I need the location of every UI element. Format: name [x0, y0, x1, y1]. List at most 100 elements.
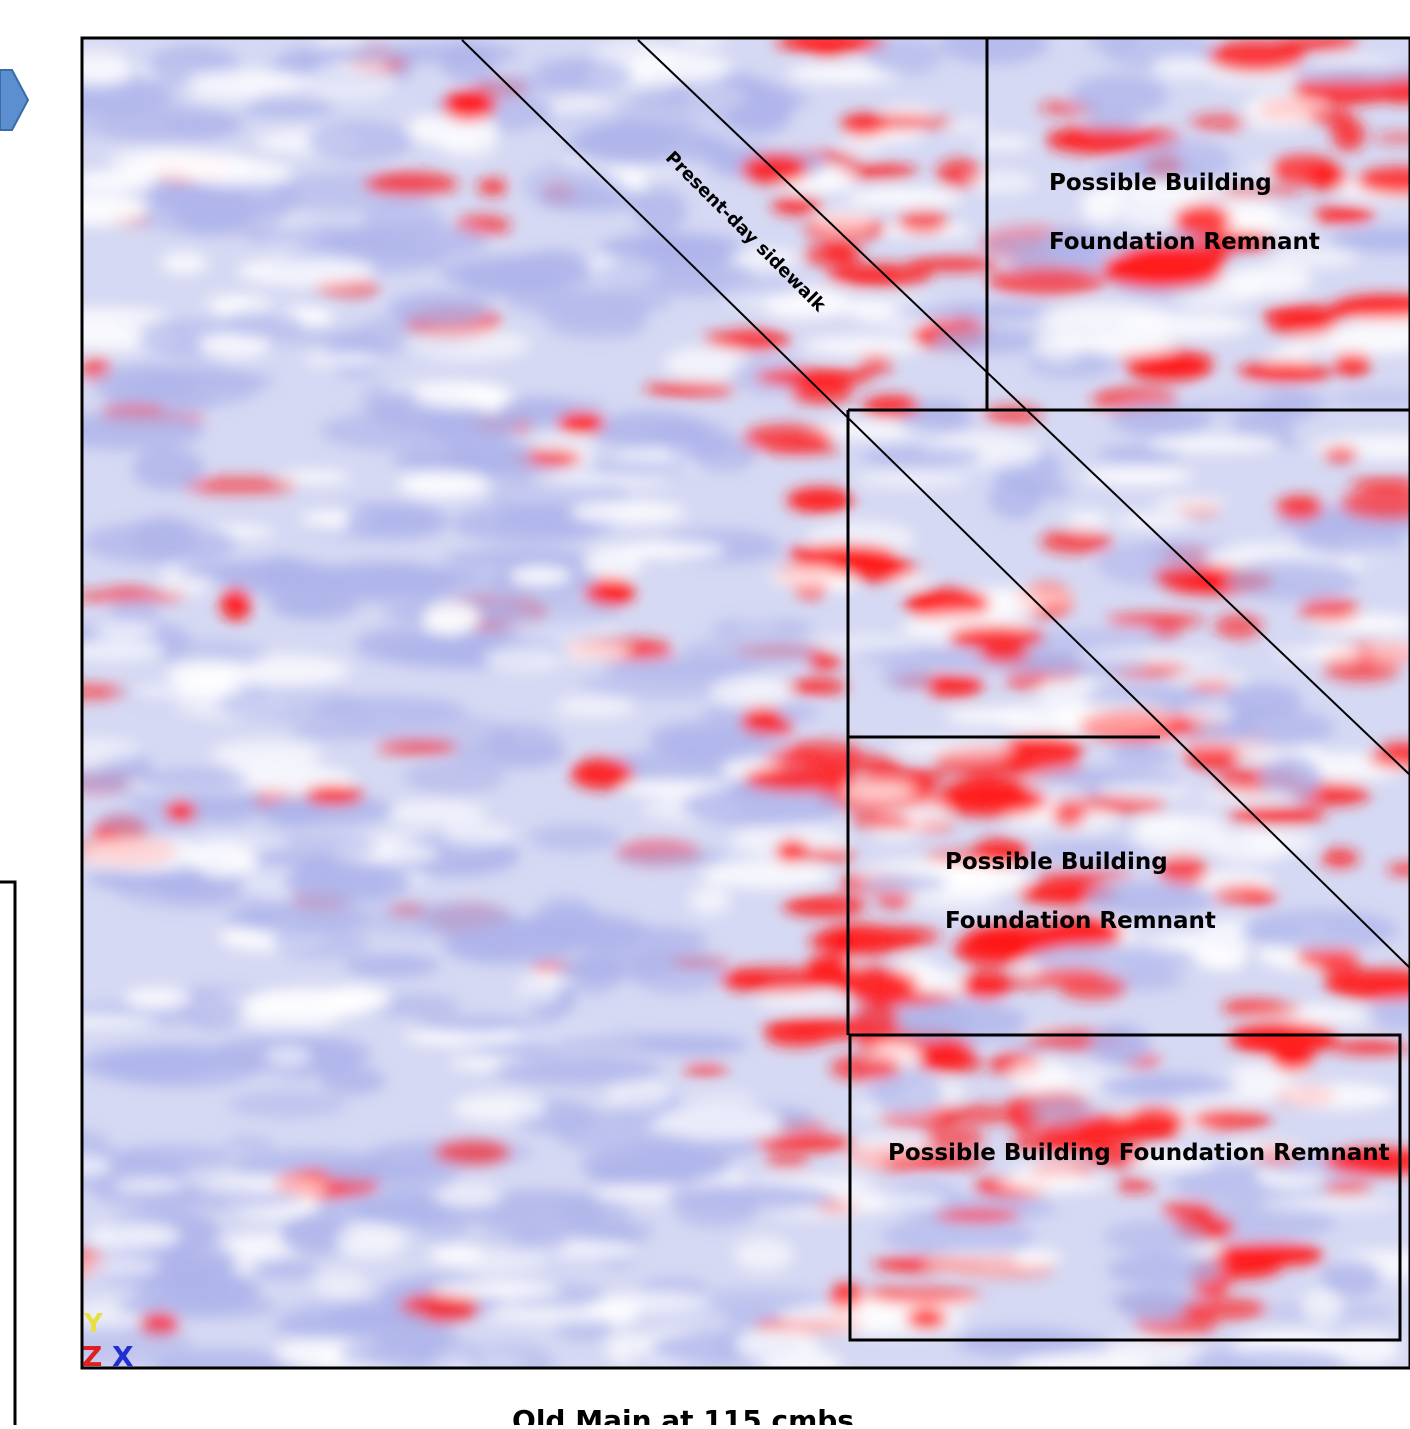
texture-blob [345, 503, 451, 540]
texture-blob [1320, 848, 1359, 868]
texture-blob [680, 636, 818, 670]
texture-blob [1259, 1196, 1399, 1211]
texture-blob [1129, 822, 1228, 855]
annotation-label: Foundation Remnant [945, 908, 1216, 934]
texture-blob [1219, 1242, 1321, 1259]
texture-blob [1010, 1159, 1085, 1193]
texture-blob [554, 1110, 648, 1153]
texture-blob [848, 556, 909, 582]
image-frame [80, 36, 1410, 1370]
texture-blob [1050, 699, 1177, 735]
texture-blob [818, 754, 902, 773]
texture-blob [398, 471, 489, 498]
texture-blob [1146, 435, 1281, 453]
texture-blob [163, 1242, 237, 1279]
texture-blob [97, 101, 241, 146]
texture-blob [279, 1300, 401, 1341]
texture-blob [923, 1037, 976, 1071]
texture-blob [923, 1126, 985, 1151]
texture-blob [1082, 467, 1194, 486]
texture-blob [1242, 829, 1317, 856]
texture-blob [647, 727, 788, 759]
texture-blob [733, 1237, 794, 1272]
texture-blob [811, 208, 875, 233]
texture-blob [1241, 909, 1399, 951]
texture-blob [633, 232, 737, 258]
annotation-label: Possible Building [945, 849, 1168, 875]
texture-blob [787, 63, 904, 84]
texture-blob [716, 329, 791, 351]
texture-blob [1291, 63, 1410, 85]
texture-blob [1114, 1180, 1155, 1192]
texture-blob [1038, 303, 1172, 334]
texture-blob [987, 266, 1106, 296]
texture-blob [1280, 1082, 1396, 1110]
texture-blob [1040, 529, 1114, 554]
texture-blob [1333, 1332, 1401, 1366]
texture-blob [1301, 1289, 1343, 1324]
texture-blob [240, 99, 336, 118]
texture-blob [367, 1334, 484, 1368]
texture-blob [743, 765, 858, 793]
texture-blob [244, 988, 371, 1020]
texture-blob [528, 823, 622, 853]
texture-blob [832, 163, 919, 180]
texture-blob [376, 738, 459, 756]
texture-blob [1115, 513, 1193, 528]
texture-blob [868, 1071, 944, 1116]
sidewalk-edge [461, 39, 1410, 969]
texture-blob [731, 247, 800, 269]
texture-blob [1153, 497, 1227, 510]
texture-blob [82, 1154, 111, 1177]
texture-blob [455, 740, 569, 770]
texture-blob [1025, 1097, 1097, 1126]
texture-blob [803, 335, 926, 356]
texture-blob [1275, 495, 1324, 521]
annotation-label: Foundation Remnant [1049, 229, 1320, 255]
texture-blob [224, 1135, 275, 1153]
texture-blob [164, 800, 197, 823]
texture-blob [485, 1306, 617, 1325]
texture-blob [82, 836, 211, 873]
texture-blob [839, 1155, 889, 1169]
texture-blob [178, 671, 234, 701]
texture-blob [1189, 114, 1249, 132]
texture-blob [801, 243, 862, 267]
texture-blob [82, 61, 134, 87]
texture-blob [967, 170, 1035, 194]
texture-blob [348, 902, 517, 937]
texture-blob [290, 721, 393, 740]
texture-blob [1334, 388, 1410, 407]
texture-blob [506, 288, 674, 316]
texture-blob [819, 297, 894, 317]
texture-blob [1225, 558, 1358, 601]
texture-blob [265, 1044, 312, 1069]
texture-blob [132, 447, 205, 491]
texture-blob [629, 948, 725, 994]
texture-blob [1013, 1353, 1153, 1368]
texture-blob [1286, 332, 1410, 356]
texture-blob [271, 924, 369, 961]
texture-blob [1152, 56, 1211, 78]
texture-blob [606, 1077, 671, 1111]
texture-blob [368, 566, 481, 585]
texture-blob [114, 1179, 183, 1192]
texture-blob [1322, 447, 1359, 462]
texture-blob [944, 708, 1031, 725]
texture-blob [1339, 488, 1410, 521]
texture-blob [225, 910, 279, 928]
texture-blob [137, 768, 249, 793]
texture-blob [82, 1256, 162, 1277]
texture-blob [93, 621, 157, 639]
texture-blob [1086, 38, 1141, 52]
texture-blob [481, 920, 551, 951]
texture-blob [763, 291, 842, 320]
axis-x: X [112, 1340, 134, 1373]
texture-blob [402, 328, 531, 361]
texture-blob [134, 1188, 302, 1211]
texture-blob [865, 767, 948, 786]
texture-blob [1103, 1220, 1206, 1255]
texture-blob [82, 308, 167, 323]
texture-blob [1269, 247, 1358, 269]
texture-blob [896, 209, 949, 234]
